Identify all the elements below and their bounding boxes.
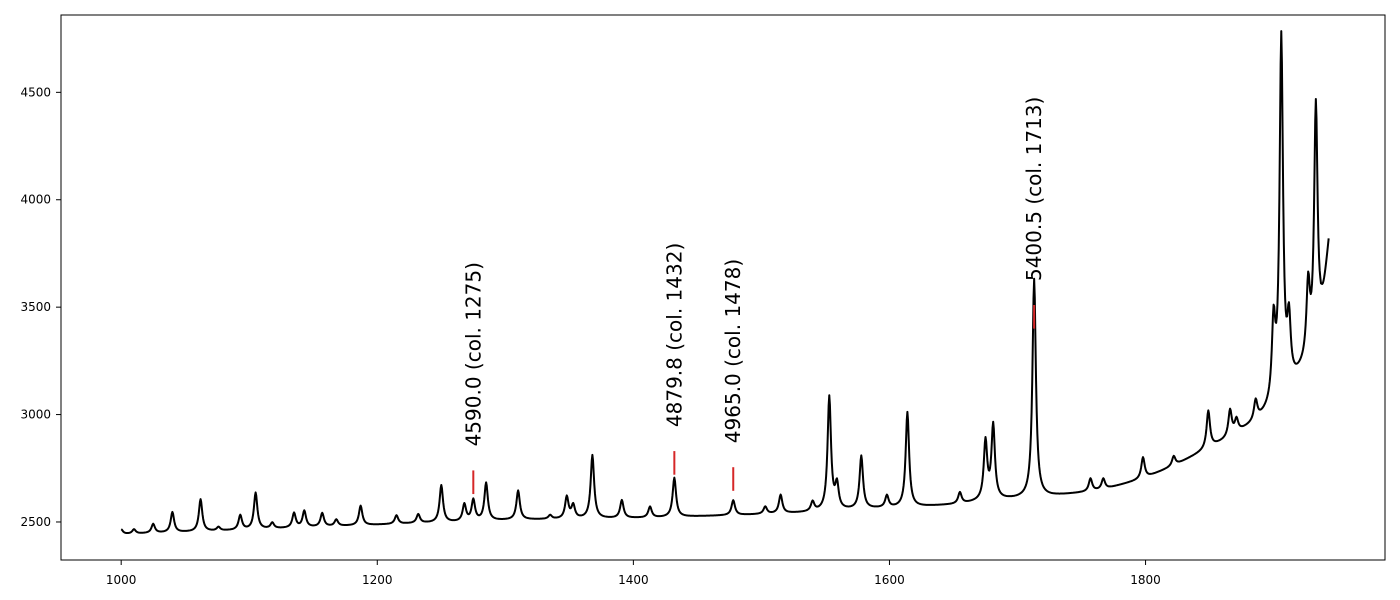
annotation-label: 4879.8 (col. 1432) [662,243,686,427]
plot-frame [60,14,1386,561]
annotation-label: 4590.0 (col. 1275) [461,262,485,446]
y-tick-label: 4000 [20,193,51,207]
x-axis: 1000 1200 1400 1600 1800 [106,560,1161,587]
x-tick-label: 1000 [106,573,137,587]
y-tick-label: 3000 [20,408,51,422]
annotation-label: 5400.5 (col. 1713) [1022,97,1046,281]
annotations: 4590.0 (col. 1275) 4879.8 (col. 1432) 4965… [461,97,1046,495]
x-tick-label: 1800 [1130,573,1161,587]
y-tick-label: 4500 [20,85,51,99]
y-axis: 2500 3000 3500 4000 4500 [20,85,61,529]
annotation-label: 4965.0 (col. 1478) [721,259,745,443]
spectrum-line [120,30,1330,534]
x-tick-label: 1200 [362,573,393,587]
x-tick-label: 1600 [874,573,905,587]
y-tick-label: 2500 [20,515,51,529]
x-tick-label: 1400 [618,573,649,587]
y-tick-label: 3500 [20,300,51,314]
